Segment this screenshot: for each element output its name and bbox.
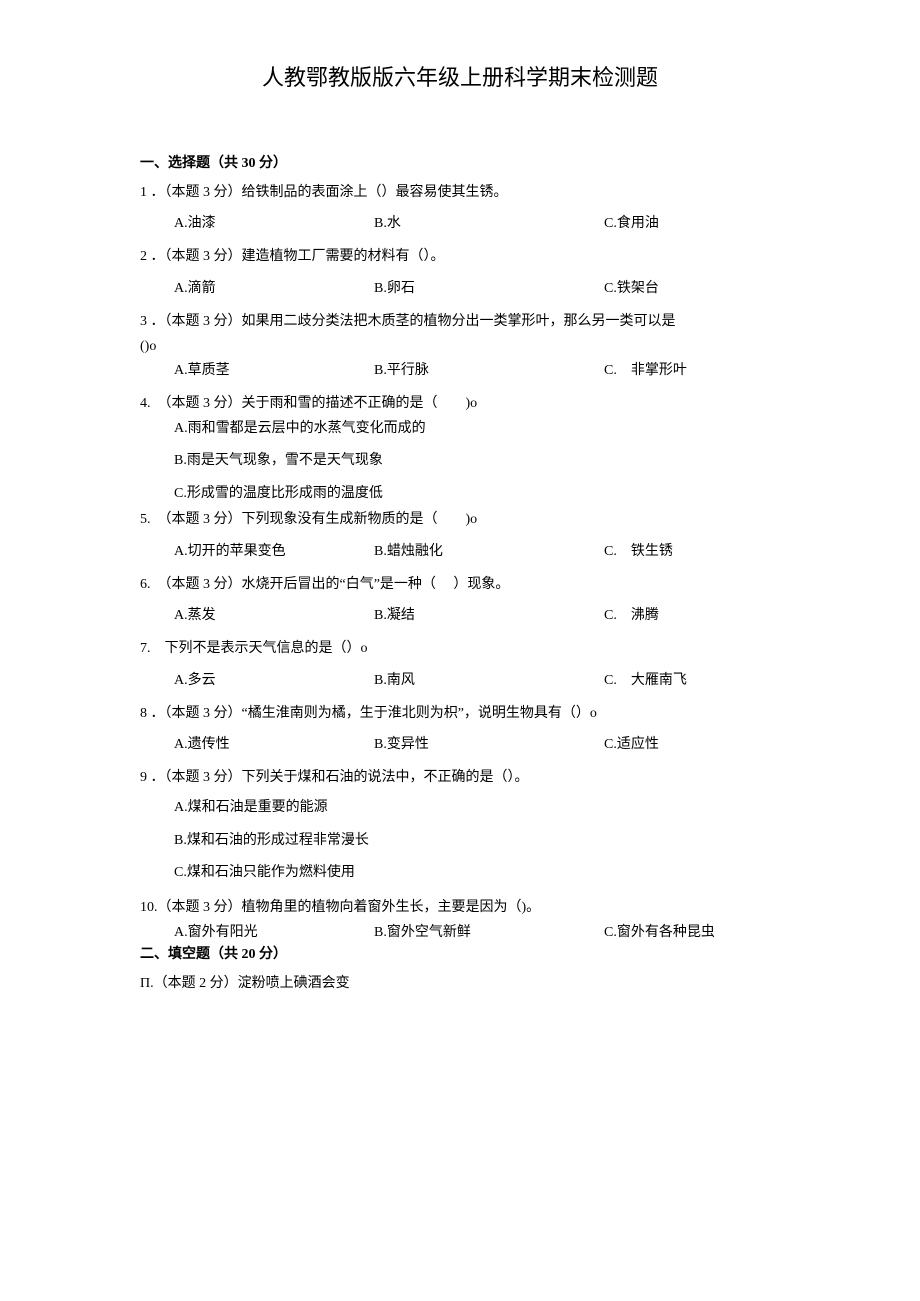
- q6-opt-b: B.凝结: [374, 604, 604, 624]
- q6-text: 6. （本题 3 分）水烧开后冒出的“白气”是一种（ ）现象。: [140, 574, 780, 596]
- q7-text: 7. 下列不是表示天气信息的是（）o: [140, 638, 780, 660]
- q10-opt-b: B.窗外空气新鲜: [374, 921, 604, 941]
- q1-text: 1 ．（本题 3 分）给铁制品的表面涂上（）最容易使其生锈。: [140, 182, 780, 204]
- q2-opt-c: C.铁架台: [604, 277, 780, 297]
- q3-options: A.草质茎 B.平行脉 C. 非掌形叶: [174, 359, 780, 379]
- q1-opt-b: B.水: [374, 212, 604, 232]
- q9-opt-a: A.煤和石油是重要的能源: [174, 795, 780, 822]
- q5-opt-a: A.切开的苹果变色: [174, 540, 374, 560]
- q11-text: Π.（本题 2 分）淀粉喷上碘酒会变: [140, 973, 780, 995]
- q7-opt-c: C. 大雁南飞: [604, 669, 780, 689]
- q2-opt-b: B.卵石: [374, 277, 604, 297]
- q8-text: 8 ．（本题 3 分）“橘生淮南则为橘，生于淮北则为枳”，说明生物具有（）o: [140, 703, 780, 725]
- q2-opt-a: A.滴箭: [174, 277, 374, 297]
- q6-options: A.蒸发 B.凝结 C. 沸腾: [174, 604, 780, 624]
- q5-text: 5. （本题 3 分）下列现象没有生成新物质的是（ )o: [140, 509, 780, 531]
- q10-opt-a: A.窗外有阳光: [174, 921, 374, 941]
- q1-opt-c: C.食用油: [604, 212, 780, 232]
- exam-page: 人教鄂教版版六年级上册科学期末检测题 一、选择题（共 30 分） 1 ．（本题 …: [0, 0, 920, 1082]
- q1-opt-a: A.油漆: [174, 212, 374, 232]
- q9-opt-c: C.煤和石油只能作为燃料使用: [174, 860, 780, 887]
- q3-opt-b: B.平行脉: [374, 359, 604, 379]
- q3-orphan: ()o: [140, 339, 780, 355]
- q2-text: 2 ．（本题 3 分）建造植物工厂需要的材料有（）。: [140, 246, 780, 268]
- q3-opt-c: C. 非掌形叶: [604, 359, 780, 379]
- q8-options: A.遗传性 B.变异性 C.适应性: [174, 733, 780, 753]
- q10-options: A.窗外有阳光 B.窗外空气新鲜 C.窗外有各种昆虫: [174, 921, 780, 941]
- q3-text: 3 ．（本题 3 分）如果用二歧分类法把木质茎的植物分出一类掌形叶，那么另一类可…: [140, 311, 780, 333]
- q7-options: A.多云 B.南风 C. 大雁南飞: [174, 669, 780, 689]
- q8-opt-c: C.适应性: [604, 733, 780, 753]
- q10-opt-c: C.窗外有各种昆虫: [604, 921, 780, 941]
- q6-opt-c: C. 沸腾: [604, 604, 780, 624]
- q6-opt-a: A.蒸发: [174, 604, 374, 624]
- section-2-heading: 二、填空题（共 20 分）: [140, 943, 780, 963]
- q8-opt-b: B.变异性: [374, 733, 604, 753]
- q5-opt-c: C. 铁生锈: [604, 540, 780, 560]
- q10-text: 10.（本题 3 分）植物角里的植物向着窗外生长，主要是因为（)。: [140, 897, 780, 919]
- q8-opt-a: A.遗传性: [174, 733, 374, 753]
- q4-opt-a: A.雨和雪都是云层中的水蒸气变化而成的: [174, 416, 780, 443]
- q4-opt-c: C.形成雪的温度比形成雨的温度低: [174, 481, 780, 508]
- q5-options: A.切开的苹果变色 B.蜡烛融化 C. 铁生锈: [174, 540, 780, 560]
- q4-text: 4. （本题 3 分）关于雨和雪的描述不正确的是（ )o: [140, 393, 780, 415]
- q9-opt-b: B.煤和石油的形成过程非常漫长: [174, 828, 780, 855]
- q4-opt-b: B.雨是天气现象，雪不是天气现象: [174, 448, 780, 475]
- q7-opt-b: B.南风: [374, 669, 604, 689]
- q9-text: 9 ．（本题 3 分）下列关于煤和石油的说法中，不正确的是（）。: [140, 767, 780, 789]
- q5-opt-b: B.蜡烛融化: [374, 540, 604, 560]
- q2-options: A.滴箭 B.卵石 C.铁架台: [174, 277, 780, 297]
- q3-opt-a: A.草质茎: [174, 359, 374, 379]
- section-1-heading: 一、选择题（共 30 分）: [140, 152, 780, 172]
- q7-opt-a: A.多云: [174, 669, 374, 689]
- q1-options: A.油漆 B.水 C.食用油: [174, 212, 780, 232]
- exam-title: 人教鄂教版版六年级上册科学期末检测题: [140, 60, 780, 92]
